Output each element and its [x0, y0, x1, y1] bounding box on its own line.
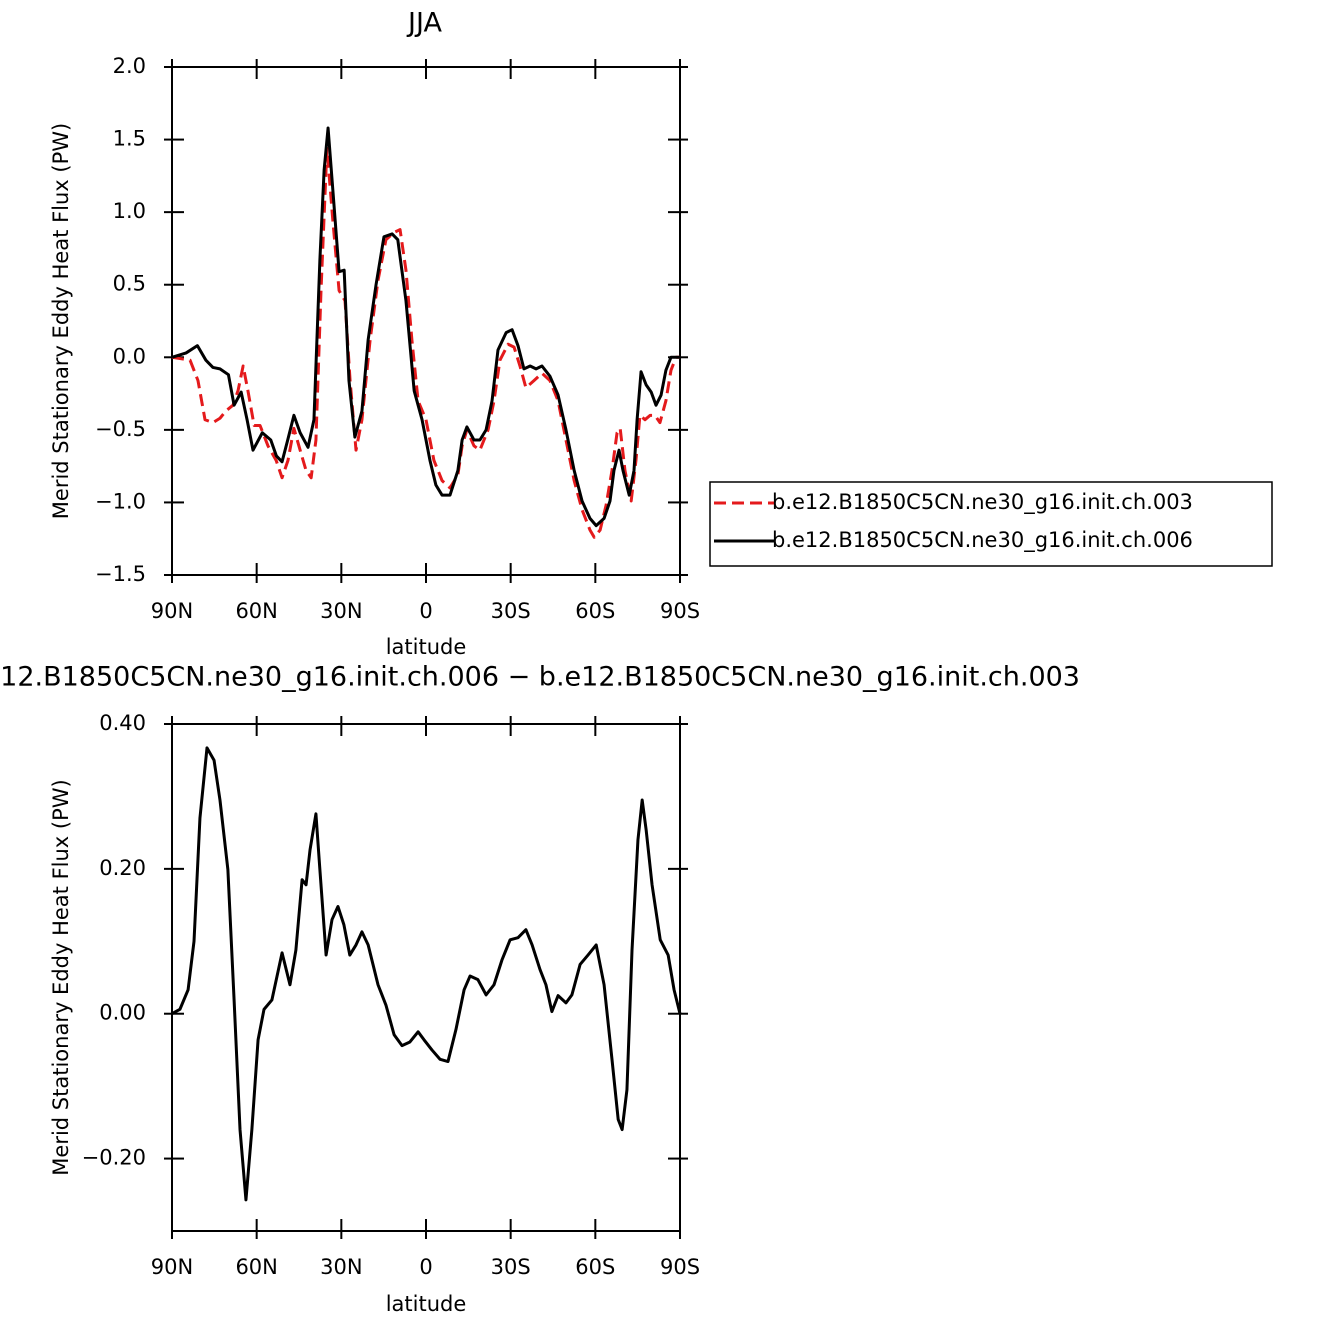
- plot-frame: [171, 66, 681, 576]
- legend-box: [709, 481, 1273, 567]
- x-tick-label: 60S: [575, 1255, 615, 1279]
- y-tick-label: −0.5: [95, 417, 146, 441]
- x-tick-label: 30S: [491, 599, 531, 623]
- chart-title: b.e12.B1850C5CN.ne30_g16.init.ch.006 − b…: [0, 662, 1080, 693]
- y-tick-label: 1.5: [113, 127, 146, 151]
- data-line: [171, 126, 680, 528]
- x-tick-label: 60S: [575, 599, 615, 623]
- y-tick-label: −1.5: [95, 562, 146, 586]
- x-tick-label: 60N: [235, 1255, 277, 1279]
- x-tick-label: 30S: [491, 1255, 531, 1279]
- x-tick-label: 90S: [660, 1255, 700, 1279]
- x-tick-label: 30N: [320, 1255, 362, 1279]
- legend-label: b.e12.B1850C5CN.ne30_g16.init.ch.003: [772, 490, 1193, 515]
- legend-label: b.e12.B1850C5CN.ne30_g16.init.ch.006: [772, 528, 1193, 553]
- y-tick-label: 0.20: [99, 856, 146, 880]
- y-tick-label: 0.00: [99, 1001, 146, 1025]
- x-tick-label: 0: [419, 1255, 432, 1279]
- y-tick-label: −1.0: [95, 489, 146, 513]
- y-tick-label: 1.0: [113, 199, 146, 223]
- y-tick-label: 0.40: [99, 711, 146, 735]
- x-tick-label: 60N: [235, 599, 277, 623]
- x-axis-label: latitude: [386, 635, 467, 659]
- y-tick-label: 0.5: [113, 272, 146, 296]
- x-tick-label: 30N: [320, 599, 362, 623]
- x-tick-label: 0: [419, 599, 432, 623]
- y-axis-label: Merid Stationary Eddy Heat Flux (PW): [49, 123, 73, 519]
- x-tick-label: 90N: [151, 599, 193, 623]
- y-axis-label: Merid Stationary Eddy Heat Flux (PW): [49, 779, 73, 1175]
- y-tick-label: 0.0: [113, 344, 146, 368]
- x-tick-label: 90S: [660, 599, 700, 623]
- data-line: [171, 146, 680, 539]
- y-tick-label: 2.0: [113, 54, 146, 78]
- x-axis-label: latitude: [386, 1292, 467, 1316]
- x-tick-label: 90N: [151, 1255, 193, 1279]
- chart-title: JJA: [406, 8, 442, 39]
- y-tick-label: −0.20: [82, 1146, 146, 1170]
- data-line: [171, 746, 682, 1202]
- plot-frame: [171, 723, 681, 1232]
